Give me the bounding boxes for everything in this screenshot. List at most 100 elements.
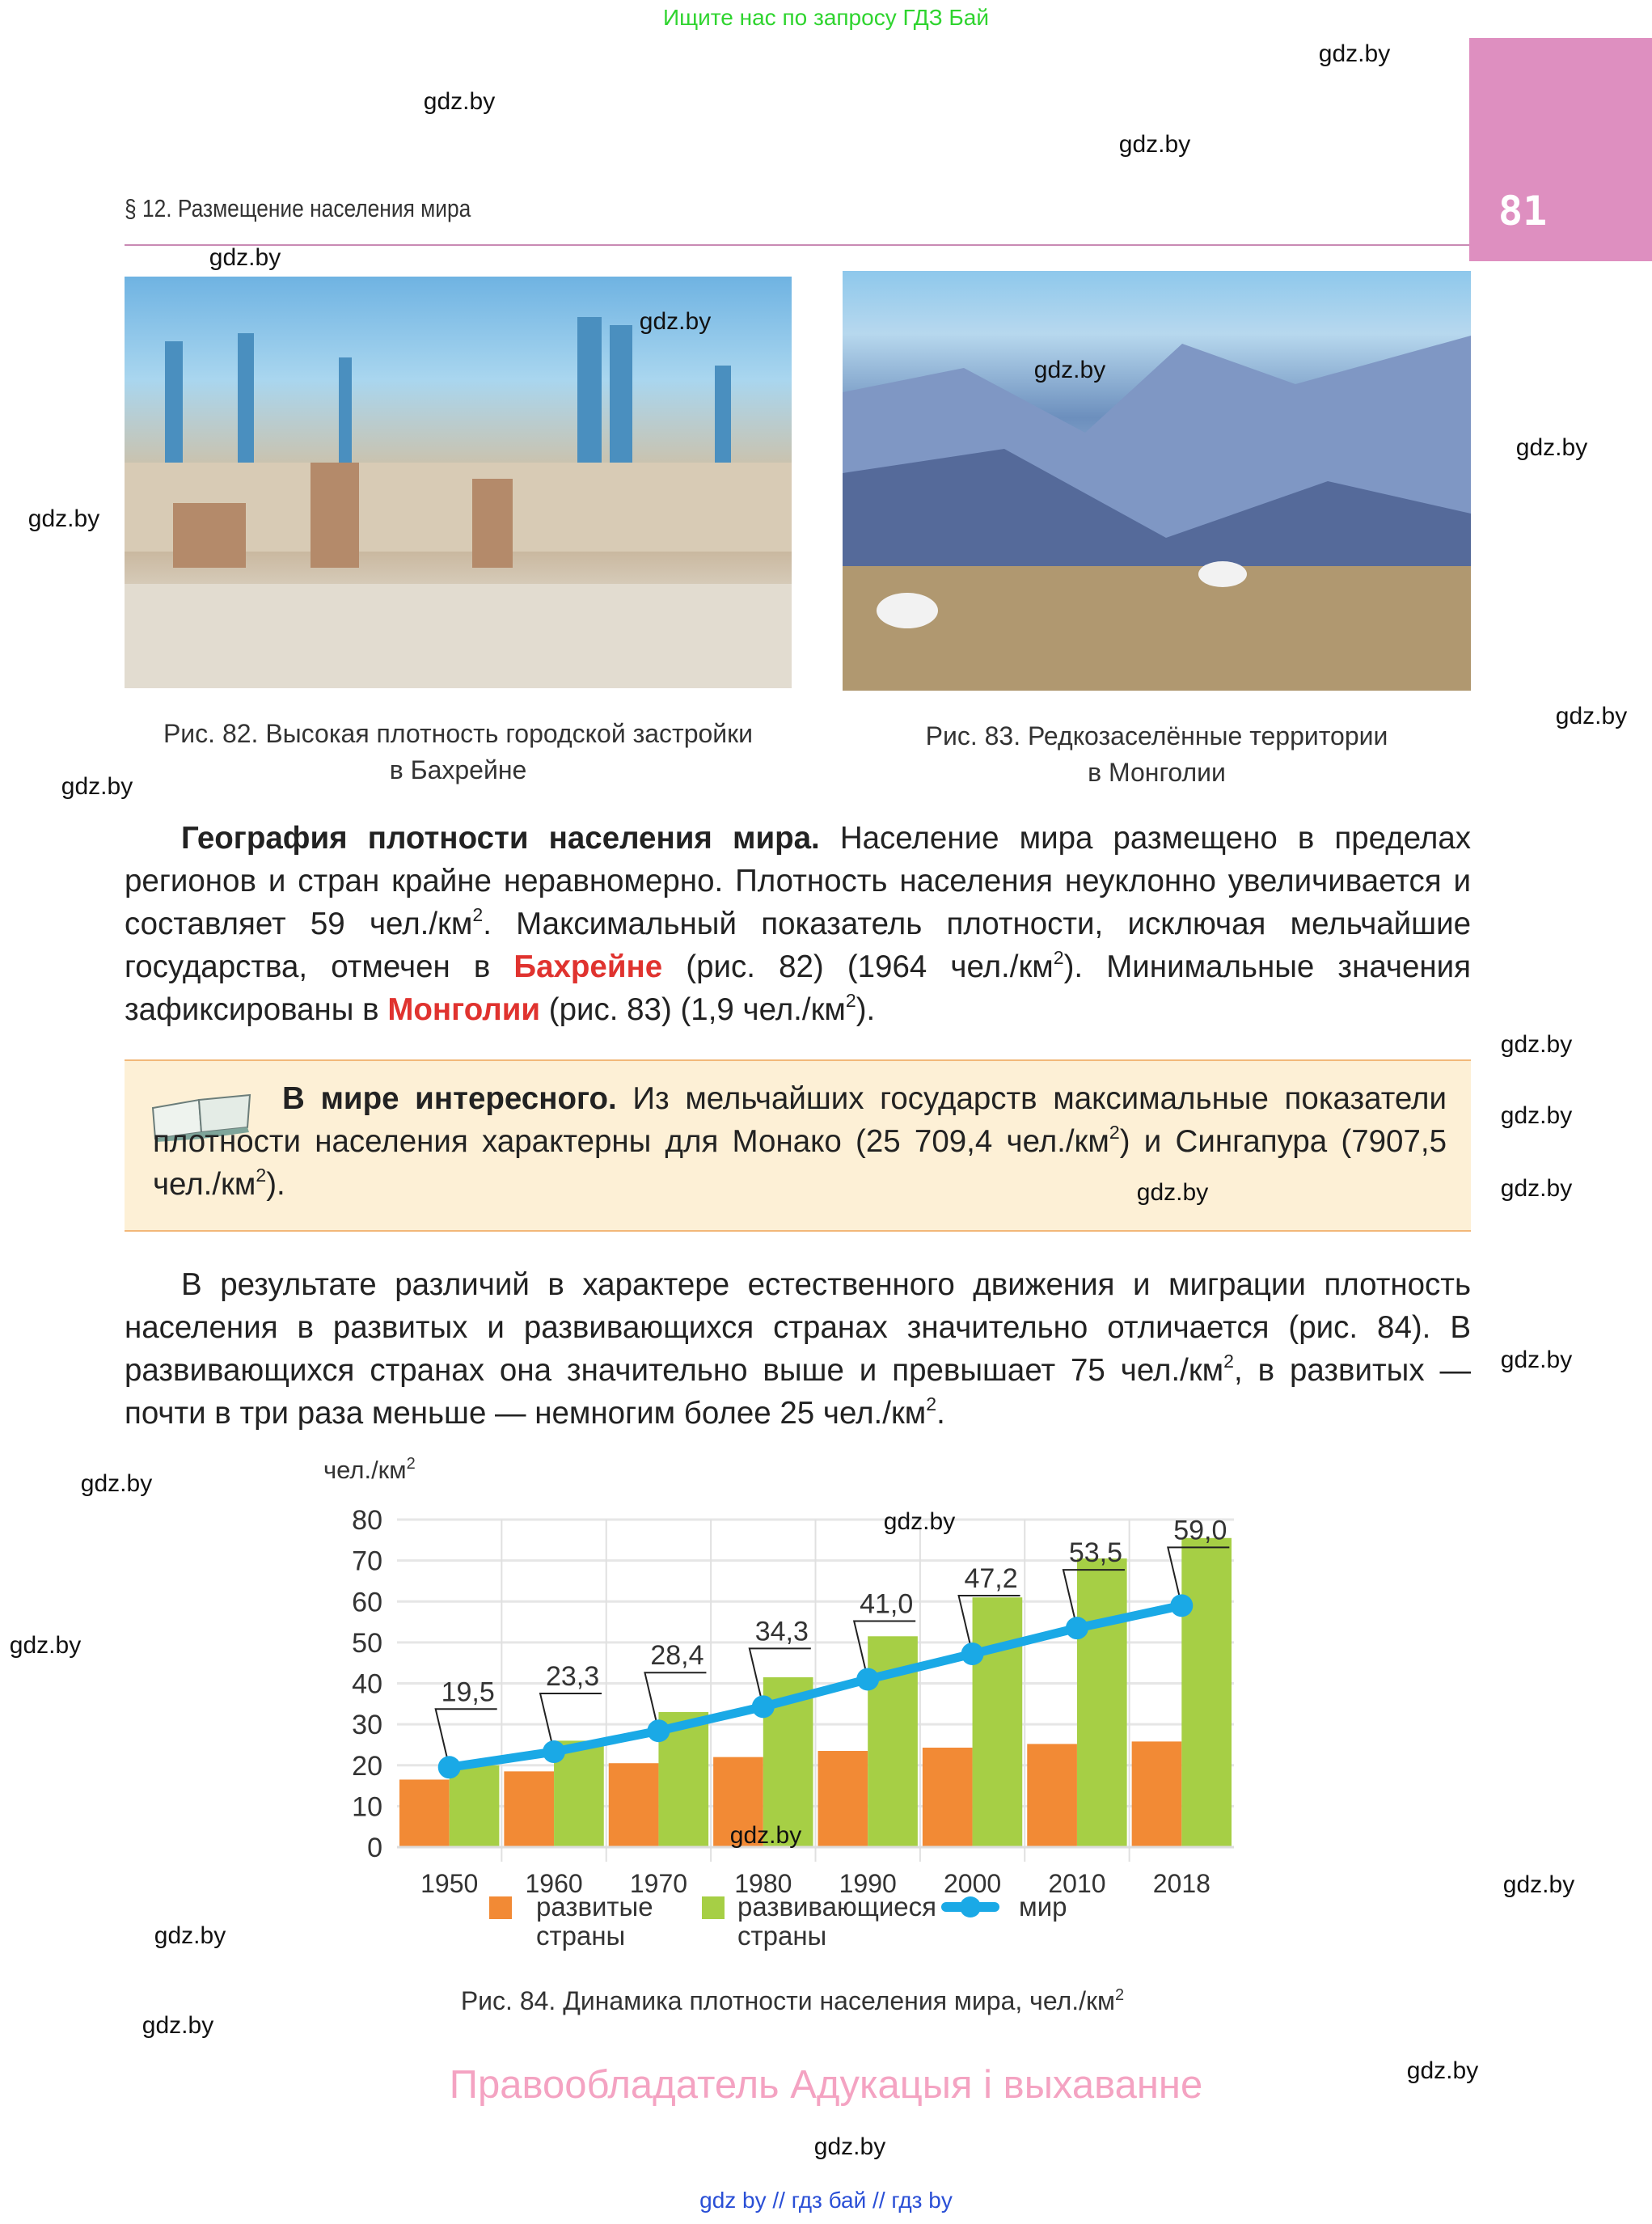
data-label: 23,3: [546, 1661, 599, 1692]
watermark-text: gdz.by: [1555, 703, 1628, 729]
y-tick-label: 30: [352, 1710, 382, 1740]
population-density-chart: 0 10 20 30 40 50 60 70 80 чел./км2 1950 1960 1970 198…: [323, 1455, 1234, 2015]
x-tick-label: 2010: [1048, 1869, 1105, 1898]
caption-line: в Бахрейне: [389, 755, 527, 784]
data-label-leader: [957, 1595, 1020, 1655]
bar-developed: [1131, 1741, 1182, 1847]
data-label: 28,4: [650, 1640, 703, 1671]
data-label: 34,3: [755, 1616, 809, 1647]
watermark-text: gdz.by: [1500, 1175, 1573, 1202]
watermark-text: gdz.by: [61, 773, 133, 800]
search-hint-link[interactable]: Ищите нас по запросу ГДЗ Бай: [662, 5, 990, 30]
x-tick-label: 1980: [734, 1869, 792, 1898]
watermark-text: gdz.by: [1136, 1179, 1209, 1206]
bar-developed: [608, 1763, 659, 1847]
x-tick-label: 1990: [839, 1869, 897, 1898]
legend-swatch-developed: [489, 1896, 512, 1919]
world-point: [437, 1756, 461, 1779]
world-point: [1065, 1617, 1088, 1640]
bar-developing: [1076, 1558, 1127, 1847]
bar-developed: [713, 1757, 763, 1847]
world-point: [647, 1719, 670, 1743]
watermark-text: gdz.by: [1500, 1347, 1573, 1373]
data-label: 59,0: [1173, 1515, 1227, 1545]
y-tick-label: 70: [352, 1546, 382, 1577]
watermark-text: gdz.by: [423, 88, 496, 115]
legend-label: страны: [536, 1921, 625, 1951]
footer-links[interactable]: gdz by // гдз бай // гдз by: [699, 2188, 953, 2213]
data-label-leader: [748, 1647, 811, 1707]
data-label-leader: [1062, 1569, 1125, 1629]
section-header: § 12. Размещение населения мира: [125, 194, 471, 222]
world-point: [1170, 1594, 1194, 1617]
x-tick-label: 2000: [944, 1869, 1001, 1898]
watermark-text: gdz.by: [1515, 434, 1588, 461]
bar-developed: [922, 1747, 973, 1847]
y-tick-label: 50: [352, 1628, 382, 1659]
watermark-text: gdz.by: [883, 1508, 956, 1535]
interesting-facts-text: В мире интересного. Из мельчайших госуда…: [153, 1081, 1447, 1202]
data-label: 41,0: [860, 1588, 913, 1619]
page-number-tab: 81: [1469, 38, 1652, 261]
bar-developing: [1181, 1537, 1232, 1847]
watermark-text: gdz.by: [1406, 2057, 1479, 2084]
x-tick-label: 1960: [525, 1869, 582, 1898]
world-line: [448, 1600, 1183, 1772]
open-book-icon: [151, 1093, 251, 1142]
bar-developed: [818, 1751, 868, 1847]
figure-83-caption: Рис. 83. Редкозаселённые территории в Мо…: [843, 718, 1471, 791]
watermark-text: gdz.by: [9, 1632, 82, 1659]
steppe-landscape-illustration: [843, 336, 1471, 691]
copyright-notice: Правообладатель Адукацыя і выхаванне: [449, 2063, 1203, 2107]
figure-82-caption: Рис. 82. Высокая плотность городской зас…: [125, 716, 792, 789]
paragraph-developed-vs-developing: В результате различий в характере естест…: [125, 1267, 1472, 1431]
data-label-leader: [434, 1708, 497, 1768]
legend-label: развитые: [536, 1892, 653, 1922]
bar-developed: [504, 1771, 555, 1847]
paragraph-heading: География плотности населения мира.: [181, 821, 820, 856]
city-skyline-illustration: [125, 317, 792, 688]
watermark-text: gdz.by: [154, 1922, 226, 1949]
x-tick-label: 1950: [420, 1869, 478, 1898]
legend-swatch-developing: [702, 1896, 725, 1919]
world-point: [751, 1695, 775, 1719]
world-point: [961, 1643, 984, 1666]
bar-developed: [1027, 1744, 1077, 1847]
y-axis-label: чел./км2: [323, 1455, 416, 1484]
y-tick-label: 10: [352, 1791, 382, 1822]
page-number: 81: [1498, 188, 1548, 235]
watermark-text: gdz.by: [209, 244, 281, 271]
bar-developing: [972, 1597, 1023, 1847]
bahrain-highlight: Бахрейне: [513, 949, 663, 984]
watermark-text: gdz.by: [1500, 1031, 1573, 1058]
watermark-text: gdz.by: [1318, 40, 1391, 67]
photo-mongolia: [843, 271, 1471, 691]
y-tick-label: 20: [352, 1751, 382, 1782]
watermark-text: gdz.by: [639, 308, 712, 335]
watermark-text: gdz.by: [80, 1470, 153, 1497]
figure-84-caption: Рис. 84. Динамика плотности населения ми…: [461, 1986, 1124, 2015]
caption-line: в Монголии: [1088, 758, 1226, 787]
watermark-text: gdz.by: [1502, 1871, 1575, 1898]
caption-line: Рис. 82. Высокая плотность городской зас…: [163, 719, 754, 748]
watermark-text: gdz.by: [1033, 357, 1106, 383]
legend-label: развивающиеся: [737, 1892, 936, 1922]
watermark-text: gdz.by: [142, 2012, 214, 2039]
caption-line: Рис. 83. Редкозаселённые территории: [925, 721, 1388, 750]
data-label: 53,5: [1069, 1537, 1122, 1568]
data-label-leader: [644, 1672, 707, 1731]
watermark-text: gdz.by: [1500, 1102, 1573, 1129]
y-tick-label: 40: [352, 1669, 382, 1700]
box-heading: В мире интересного.: [282, 1081, 617, 1116]
legend-label: мир: [1019, 1892, 1067, 1922]
y-tick-label: 0: [367, 1833, 382, 1863]
y-tick-label: 80: [352, 1505, 382, 1536]
y-tick-label: 60: [352, 1587, 382, 1617]
watermark-text: gdz.by: [813, 2133, 886, 2160]
watermark-text: gdz.by: [729, 1822, 802, 1849]
legend-label: страны: [737, 1921, 826, 1951]
data-label-leader: [1167, 1546, 1230, 1606]
photo-bahrain: [125, 277, 792, 688]
data-label-leader: [852, 1620, 916, 1680]
interesting-facts-box: В мире интересного. Из мельчайших госуда…: [125, 1059, 1471, 1232]
